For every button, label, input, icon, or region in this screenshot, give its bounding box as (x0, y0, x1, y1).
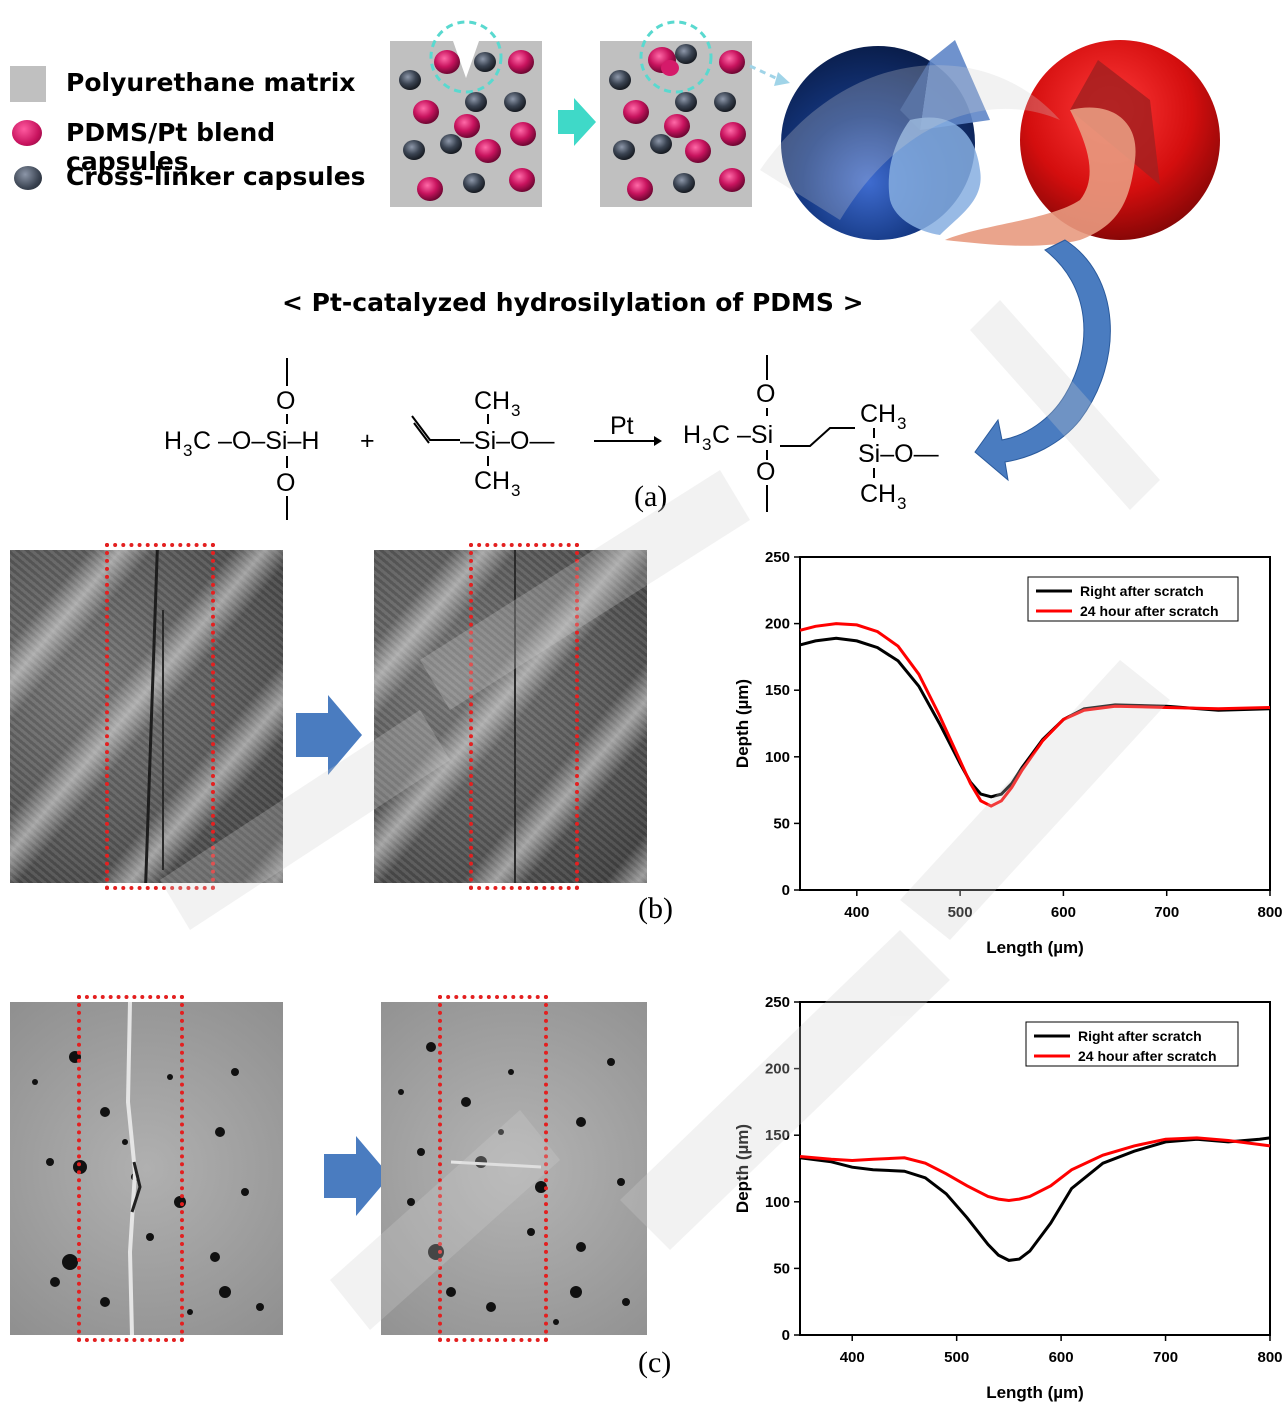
depth-profile-chart-b: 400 500 600 700 800 0 50 100 150 200 250 Length (µm… (733, 549, 1283, 957)
curved-blue-arrow-icon (974, 239, 1111, 482)
x-tick-label: 500 (948, 904, 973, 921)
svg-text:O: O (276, 469, 295, 497)
svg-text:3: 3 (511, 401, 520, 420)
svg-text:3: 3 (897, 414, 906, 433)
svg-text:O: O (756, 380, 775, 408)
plot-frame (799, 556, 1271, 891)
svg-text:C –O–Si–H: C –O–Si–H (193, 427, 319, 455)
svg-text:CH: CH (860, 400, 896, 428)
y-tick-label: 100 (765, 749, 790, 766)
panel-label-a: (a) (634, 480, 668, 513)
teal-arrow-icon (558, 98, 596, 146)
svg-text:O: O (756, 458, 775, 486)
scratch-region-box-c2 (438, 995, 548, 1342)
legend-label-matrix: Polyurethane matrix (66, 68, 356, 97)
micrograph-c-before (10, 1002, 283, 1335)
svg-text:3: 3 (702, 435, 711, 454)
x-axis-label: Length (µm) (986, 1383, 1084, 1402)
matrix-block-before (390, 20, 542, 207)
y-tick-label: 150 (765, 1127, 790, 1144)
svg-text:3: 3 (897, 494, 906, 513)
micrograph-c-after (381, 1002, 647, 1335)
legend-entry: 24 hour after scratch (1078, 1048, 1217, 1064)
r1-top-o: O (276, 387, 295, 415)
scratch-region-box-b2 (469, 543, 579, 890)
pdms-capsule-swatch (12, 120, 42, 146)
y-tick-label: 200 (765, 1061, 790, 1078)
svg-text:CH: CH (474, 387, 510, 415)
x-tick-label: 600 (1049, 1349, 1074, 1366)
y-tick-label: 50 (773, 815, 790, 832)
y-axis-label: Depth (µm) (733, 679, 752, 768)
x-tick-label: 600 (1051, 904, 1076, 921)
legend-label-crosslinker: Cross-linker capsules (66, 162, 366, 191)
svg-text:C –Si: C –Si (712, 421, 773, 449)
series-line-right-after-scratch (799, 636, 1271, 799)
svg-text:3: 3 (511, 481, 520, 500)
y-tick-label: 250 (765, 994, 790, 1011)
x-tick-label: 700 (1154, 904, 1179, 921)
x-tick-label: 400 (840, 1349, 865, 1366)
x-tick-label: 800 (1257, 904, 1282, 921)
depth-profile-chart-c: 400 500 600 700 800 0 50 100 150 200 250 Length (µm… (733, 994, 1283, 1402)
legend-box (1027, 576, 1239, 622)
ruptured-capsules-illustration (781, 40, 1220, 246)
legend-entry: 24 hour after scratch (1080, 603, 1219, 619)
matrix-block-after (600, 20, 752, 207)
x-tick-label: 800 (1257, 1349, 1282, 1366)
y-tick-label: 250 (765, 549, 790, 566)
matrix-swatch (10, 66, 46, 102)
panel-label-c: (c) (638, 1346, 672, 1379)
series-line-right-after-scratch (799, 1136, 1271, 1262)
scratch-region-box-b1 (105, 543, 215, 890)
capsule-schematic (390, 20, 1220, 482)
legend-entry: Right after scratch (1078, 1028, 1202, 1044)
y-tick-label: 150 (765, 682, 790, 699)
plus-sign: + (360, 427, 375, 455)
svg-text:H: H (683, 421, 701, 449)
y-tick-label: 0 (782, 1327, 790, 1344)
reaction-title: < Pt-catalyzed hydrosilylation of PDMS > (282, 288, 864, 317)
series-line-24-hour-after-scratch (799, 1136, 1271, 1203)
blue-arrow-icon-b (296, 695, 362, 775)
legend-label-pdms: PDMS/Pt blend capsules (66, 118, 276, 176)
x-tick-label: 500 (944, 1349, 969, 1366)
legend: Polyurethane matrix PDMS/Pt blend capsul… (8, 62, 388, 202)
plot-frame (799, 1001, 1271, 1336)
svg-text:CH: CH (474, 467, 510, 495)
micrograph-b-before (10, 550, 283, 883)
scratch-region-box-c1 (77, 995, 184, 1342)
y-tick-label: 200 (765, 616, 790, 633)
y-tick-label: 0 (782, 882, 790, 899)
blue-arrow-icon-c (324, 1136, 390, 1216)
svg-text:CH: CH (860, 480, 896, 508)
svg-text:Si–O—: Si–O— (858, 440, 939, 468)
micrograph-b-after (374, 550, 647, 883)
legend-entry: Right after scratch (1080, 583, 1204, 599)
svg-text:–Si–O—: –Si–O— (460, 427, 554, 455)
y-axis-label: Depth (µm) (733, 1124, 752, 1213)
svg-text:3: 3 (183, 441, 192, 460)
x-tick-label: 700 (1153, 1349, 1178, 1366)
svg-text:H: H (164, 427, 182, 455)
panel-label-b: (b) (638, 892, 673, 925)
y-tick-label: 50 (773, 1260, 790, 1277)
x-tick-label: 400 (844, 904, 869, 921)
catalyst-label: Pt (610, 412, 634, 440)
crosslinker-capsule-swatch (14, 166, 42, 190)
x-axis-label: Length (µm) (986, 938, 1084, 957)
series-line-24-hour-after-scratch (799, 622, 1271, 808)
legend-box (1025, 1021, 1239, 1067)
y-tick-label: 100 (765, 1194, 790, 1211)
